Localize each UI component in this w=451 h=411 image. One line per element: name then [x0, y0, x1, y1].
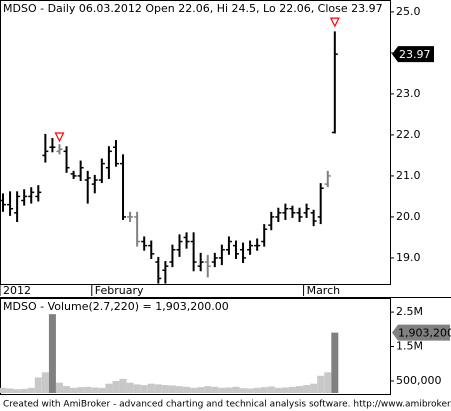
price-title: MDSO - Daily 06.03.2012 Open 22.06, Hi 2…	[3, 2, 383, 15]
volume-bar	[126, 382, 134, 393]
volume-bar	[253, 387, 261, 393]
volume-bar	[41, 372, 49, 393]
volume-bar	[119, 378, 127, 393]
volume-bar	[112, 380, 120, 393]
y-tick-label: 23.0	[396, 87, 421, 100]
volume-bar	[168, 385, 176, 393]
volume-bar	[232, 386, 240, 393]
volume-bar	[20, 388, 28, 393]
volume-bar	[310, 383, 318, 393]
volume-bar	[105, 383, 113, 393]
volume-bar	[63, 386, 71, 393]
last-value-label: 23.97	[399, 48, 431, 61]
volume-bar	[98, 387, 106, 393]
y-tick-label: 22.0	[396, 128, 421, 141]
volume-bar	[225, 387, 233, 393]
volume-bar	[331, 332, 339, 393]
volume-bar	[324, 372, 332, 393]
last-value-label: 1,903,200	[398, 327, 451, 340]
signal-marker	[54, 132, 65, 143]
x-tick-label: March	[307, 284, 341, 297]
volume-bar	[48, 314, 56, 393]
y-tick-label: 19.0	[396, 251, 421, 264]
volume-bar	[190, 387, 198, 393]
volume-bar	[288, 386, 296, 393]
volume-bar	[296, 386, 304, 393]
x-tick-label: February	[95, 284, 144, 297]
y-tick-label: 2.5M	[396, 305, 423, 318]
volume-bar	[133, 384, 141, 393]
volume-bar	[27, 387, 35, 393]
volume-bar	[303, 385, 311, 393]
volume-bar	[246, 388, 254, 393]
x-tick-label: 2012	[3, 284, 31, 297]
y-tick-label: 500,000	[396, 374, 442, 387]
volume-bar	[260, 387, 268, 393]
volume-bar	[239, 388, 247, 393]
volume-bar	[55, 382, 63, 393]
volume-bar	[140, 385, 148, 393]
volume-bar	[13, 389, 21, 393]
last-value-box	[392, 46, 434, 63]
y-tick-label: 1.5M	[396, 340, 423, 353]
volume-bar	[197, 387, 205, 393]
volume-bar	[154, 384, 162, 393]
volume-bar	[84, 386, 92, 393]
volume-bar	[70, 387, 78, 393]
volume-bar	[0, 387, 7, 393]
volume-bar	[6, 388, 14, 393]
last-value-box	[392, 324, 450, 341]
volume-bar	[176, 386, 183, 393]
signal-marker	[329, 17, 340, 28]
y-tick-label: 20.0	[396, 210, 421, 223]
volume-title: MDSO - Volume(2.7,220) = 1,903,200.00	[3, 300, 229, 313]
price-pane-frame	[0, 0, 391, 285]
volume-bar	[317, 375, 325, 393]
volume-bar	[281, 387, 289, 393]
y-tick-label: 21.0	[396, 169, 421, 182]
volume-bar	[274, 387, 282, 393]
volume-bar	[77, 387, 85, 393]
volume-bar	[91, 387, 99, 393]
volume-bar	[211, 386, 219, 393]
volume-bar	[267, 386, 275, 393]
y-tick-label: 25.0	[396, 5, 421, 18]
volume-bar	[218, 387, 226, 393]
footer: Created with AmiBroker - advanced charti…	[3, 400, 451, 410]
volume-bar	[161, 385, 169, 393]
volume-bar	[204, 386, 212, 393]
volume-bar	[183, 386, 191, 393]
volume-bar	[34, 377, 42, 393]
volume-bar	[147, 383, 155, 393]
